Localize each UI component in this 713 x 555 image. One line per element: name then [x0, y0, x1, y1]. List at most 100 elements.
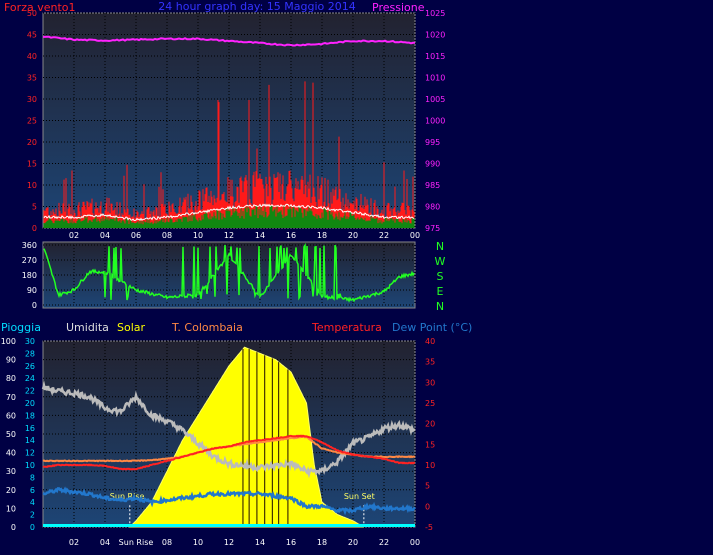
wind-tick-label: 20	[27, 138, 37, 147]
wind-tick-label: 35	[27, 74, 37, 83]
wind-tick-label: 45	[27, 31, 37, 40]
temperature-tick-label: 0	[425, 502, 430, 511]
pressure-tick-label: 1015	[425, 52, 445, 61]
solar-tick-label: 28	[25, 349, 35, 358]
hour-tick-label: 04	[100, 538, 110, 547]
pioggia-tick-label: 20	[6, 486, 16, 495]
pressure-tick-label: 980	[425, 203, 440, 212]
solar-tick-label: 4	[30, 498, 35, 507]
solar-tick-label: 30	[25, 337, 35, 346]
direction-tick-label: 0	[32, 301, 37, 310]
hour-tick-label: 14	[255, 538, 265, 547]
solar-tick-label: 6	[30, 486, 35, 495]
temperatura-title: Temperatura	[311, 321, 382, 334]
graph-title: 24 hour graph day: 15 Maggio 2014	[158, 0, 355, 13]
pioggia-tick-label: 60	[6, 411, 16, 420]
umidita-title: Umidita	[66, 321, 109, 334]
wind-mean-line	[43, 203, 415, 222]
temperature-tick-label: 25	[425, 399, 435, 408]
solar-tick-label: 8	[30, 473, 35, 482]
solar-tick-label: 16	[25, 424, 35, 433]
pressure-tick-label: 1010	[425, 74, 445, 83]
pioggia-tick-label: 40	[6, 449, 16, 458]
solar-tick-label: 14	[25, 436, 35, 445]
direction-tick-label: 360	[22, 241, 37, 250]
hour-tick-label: 14	[255, 231, 265, 240]
hour-tick-label: 12	[224, 538, 234, 547]
compass-letter: N	[436, 300, 444, 313]
pressure-line	[43, 35, 416, 47]
pressure-tick-label: 1025	[425, 9, 445, 18]
hour-tick-label: 06	[131, 231, 141, 240]
temperature-tick-label: 15	[425, 440, 435, 449]
hour-tick-label: 00	[410, 231, 420, 240]
compass-letter: S	[437, 270, 444, 283]
wind-tick-label: 15	[27, 160, 37, 169]
solar-tick-label: 2	[30, 511, 35, 520]
solar-tick-label: 10	[25, 461, 35, 470]
solar-tick-label: 0	[30, 523, 35, 532]
hour-tick-label: 20	[348, 231, 358, 240]
hour-tick-label: 10	[193, 231, 203, 240]
temperature-tick-label: 20	[425, 420, 435, 429]
pressure-tick-label: 975	[425, 224, 440, 233]
direction-line	[43, 242, 415, 303]
hour-tick-label: 08	[162, 231, 172, 240]
hour-tick-label: 16	[286, 231, 296, 240]
temperature-tick-label: 40	[425, 337, 435, 346]
pressure-tick-label: 995	[425, 138, 440, 147]
pioggia-tick-label: 10	[6, 504, 16, 513]
hour-tick-label: Sun Rise	[119, 538, 154, 547]
temperature-tick-label: 35	[425, 358, 435, 367]
solar-title: Solar	[117, 321, 146, 334]
hour-tick-label: 00	[410, 538, 420, 547]
compass-letter: E	[437, 285, 444, 298]
pressure-tick-label: 1005	[425, 95, 445, 104]
direction-tick-label: 180	[22, 271, 37, 280]
tcol-title: T. Colombaia	[171, 321, 243, 334]
temperature-tick-label: 30	[425, 378, 435, 387]
wind-tick-label: 25	[27, 117, 37, 126]
hour-tick-label: 18	[317, 231, 327, 240]
dewpoint-title: Dew Point (°C)	[392, 321, 472, 334]
hour-tick-label: 22	[379, 231, 389, 240]
pioggia-title: Pioggia	[1, 321, 41, 334]
hour-tick-label: 22	[379, 538, 389, 547]
temperature-tick-label: 10	[425, 461, 435, 470]
compass-letter: W	[435, 255, 446, 268]
pioggia-tick-label: 80	[6, 374, 16, 383]
direction-tick-label: 90	[27, 286, 37, 295]
hour-tick-label: 20	[348, 538, 358, 547]
temperature-tick-label: -5	[425, 523, 433, 532]
wind-title: Forza vento1	[4, 1, 76, 14]
pressure-title: Pressione	[372, 1, 425, 14]
solar-tick-label: 26	[25, 362, 35, 371]
hour-tick-label: 02	[69, 231, 79, 240]
pressure-tick-label: 1000	[425, 117, 445, 126]
solar-tick-label: 12	[25, 449, 35, 458]
compass-letter: N	[436, 240, 444, 253]
pressure-tick-label: 985	[425, 181, 440, 190]
solar-tick-label: 18	[25, 411, 35, 420]
pioggia-tick-label: 70	[6, 393, 16, 402]
wind-tick-label: 30	[27, 95, 37, 104]
solar-tick-label: 20	[25, 399, 35, 408]
humidity-line	[41, 380, 416, 479]
solar-area	[128, 346, 365, 528]
pressure-tick-label: 990	[425, 160, 440, 169]
hour-tick-label: 10	[193, 538, 203, 547]
hour-tick-label: 12	[224, 231, 234, 240]
dewpoint-line	[42, 486, 416, 516]
pioggia-tick-label: 90	[6, 356, 16, 365]
solar-tick-label: 24	[25, 374, 35, 383]
hour-tick-label: 16	[286, 538, 296, 547]
hour-tick-label: 02	[69, 538, 79, 547]
hour-tick-label: 04	[100, 231, 110, 240]
wind-tick-label: 40	[27, 52, 37, 61]
solar-tick-label: 22	[25, 387, 35, 396]
sunset-label: Sun Set	[344, 492, 375, 501]
pioggia-tick-label: 50	[6, 430, 16, 439]
temperature-line	[42, 434, 416, 471]
wind-tick-label: 0	[32, 224, 37, 233]
